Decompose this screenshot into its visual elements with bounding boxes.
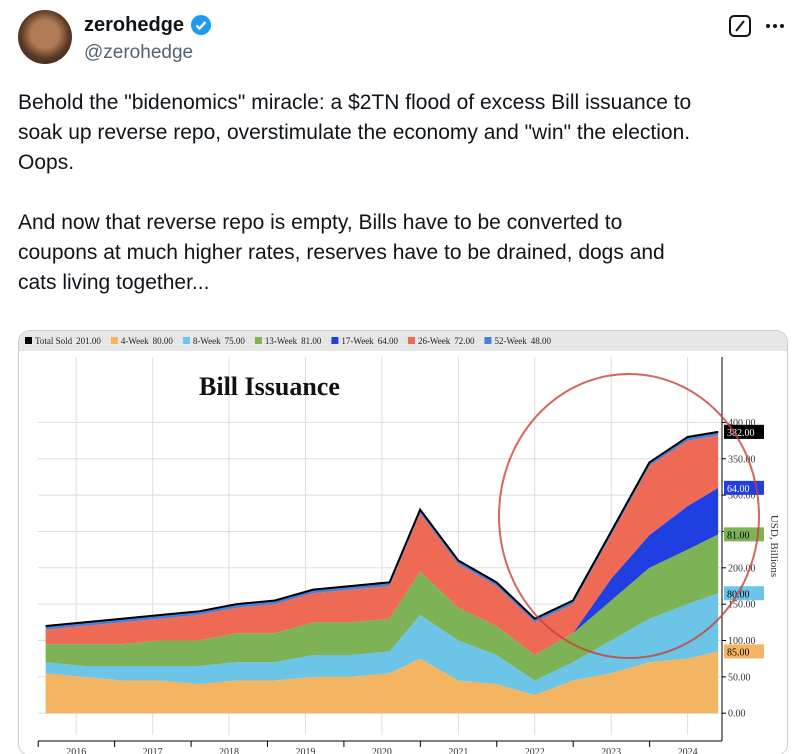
tag-label: 382.00 bbox=[727, 428, 755, 439]
total-line bbox=[45, 430, 719, 627]
legend-value: 80.00 bbox=[153, 336, 174, 346]
y-tick-label: 50.00 bbox=[728, 672, 751, 683]
x-tick-label: 2017 bbox=[143, 747, 163, 754]
tweet-text: Behold the "bidenomics" miracle: a $2TN … bbox=[18, 88, 691, 328]
tag-bg bbox=[724, 644, 764, 659]
annotation-circle bbox=[498, 373, 760, 659]
legend-bar bbox=[19, 331, 787, 351]
area bbox=[45, 435, 719, 656]
display-name[interactable]: zerohedge bbox=[84, 14, 185, 36]
verified-badge bbox=[191, 15, 211, 35]
y-tick-label: 150.00 bbox=[728, 600, 756, 611]
tag-bg bbox=[724, 527, 764, 542]
y-tick-label: 100.00 bbox=[728, 636, 756, 647]
y-tick-label: 400.00 bbox=[728, 418, 756, 429]
legend-name: 13-Week bbox=[265, 336, 298, 346]
y-tick-label: 350.00 bbox=[728, 454, 756, 465]
legend-value: 75.00 bbox=[225, 336, 246, 346]
legend-swatch bbox=[407, 337, 415, 344]
legend-value: 81.00 bbox=[301, 336, 322, 346]
tag-label: 64.00 bbox=[727, 484, 750, 495]
tweet-actions[interactable] bbox=[728, 14, 788, 40]
legend-name: 8-Week bbox=[193, 336, 221, 346]
avatar[interactable] bbox=[18, 10, 72, 64]
value-tag: 85.00 bbox=[724, 644, 764, 659]
y-tick-label: 300.00 bbox=[728, 491, 756, 502]
x-tick-label: 2022 bbox=[525, 747, 545, 754]
x-tick-label: 2016 bbox=[66, 747, 86, 754]
legend-swatch bbox=[110, 337, 118, 344]
area bbox=[45, 593, 719, 696]
legend-name: 4-Week bbox=[121, 336, 149, 346]
x-tick-label: 2018 bbox=[219, 747, 239, 754]
text-line: cats living together... bbox=[18, 271, 210, 294]
legend-value: 72.00 bbox=[454, 336, 475, 346]
text-line: Oops. bbox=[18, 151, 75, 174]
tag-bg bbox=[724, 480, 764, 495]
area bbox=[45, 534, 719, 681]
paragraph: Behold the "bidenomics" miracle: a $2TN … bbox=[18, 88, 691, 178]
chart-title: Bill Issuance bbox=[199, 372, 340, 401]
x-tick-label: 2020 bbox=[372, 747, 392, 754]
tag-bg bbox=[724, 586, 764, 601]
legend-value: 201.00 bbox=[76, 336, 101, 346]
legend-swatch bbox=[182, 337, 190, 344]
text-line: soak up reverse repo, overstimulate the … bbox=[18, 121, 691, 144]
legend-value: 48.00 bbox=[531, 336, 552, 346]
legend-swatch bbox=[331, 337, 339, 344]
value-tag: 382.00 bbox=[724, 424, 764, 439]
x-tick-label: 2019 bbox=[295, 747, 315, 754]
tag-label: 85.00 bbox=[727, 647, 750, 658]
x-tick-label: 2023 bbox=[601, 747, 621, 754]
x-tick-label: 2024 bbox=[678, 747, 698, 754]
legend-name: 52-Week bbox=[494, 336, 527, 346]
legend-name: 17-Week bbox=[341, 336, 374, 346]
tag-bg bbox=[724, 424, 764, 439]
y-tick-label: 0.00 bbox=[728, 709, 746, 720]
x-tick-label: 2021 bbox=[448, 747, 468, 754]
value-tag: 81.00 bbox=[724, 527, 764, 542]
text-line: And now that reverse repo is empty, Bill… bbox=[18, 211, 623, 234]
value-tag: 80.00 bbox=[724, 586, 764, 601]
legend-name: Total Sold bbox=[35, 336, 73, 346]
text-line: Behold the "bidenomics" miracle: a $2TN … bbox=[18, 91, 692, 114]
y-tick-label: 200.00 bbox=[728, 563, 756, 574]
chart: 0.0050.00100.00150.00200.00250.00300.003… bbox=[18, 330, 788, 754]
legend-value: 64.00 bbox=[378, 336, 399, 346]
legend-name: 26-Week bbox=[418, 336, 451, 346]
area bbox=[45, 651, 719, 714]
text-line: coupons at much higher rates, reserves h… bbox=[18, 241, 665, 264]
legend-swatch bbox=[484, 337, 492, 344]
legend-swatch bbox=[25, 337, 32, 344]
paragraph: And now that reverse repo is empty, Bill… bbox=[18, 208, 691, 298]
y-axis-label: USD, Billions bbox=[768, 515, 780, 577]
tag-label: 81.00 bbox=[727, 530, 750, 541]
legend-swatch bbox=[254, 337, 262, 344]
value-tag: 64.00 bbox=[724, 480, 764, 495]
handle[interactable]: @zerohedge bbox=[84, 42, 194, 63]
